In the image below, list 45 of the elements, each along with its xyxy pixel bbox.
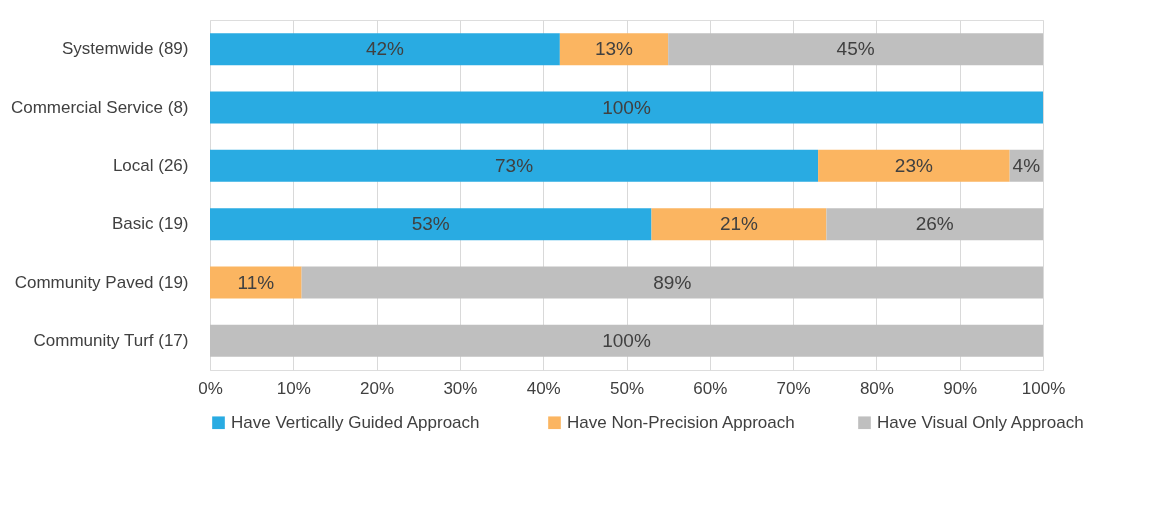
bar bbox=[210, 208, 652, 241]
x-tick-label: 10% bbox=[276, 378, 311, 398]
data-label: 45% bbox=[836, 38, 875, 60]
y-tick-label: Systemwide (89) bbox=[61, 39, 189, 59]
x-tick-label: 70% bbox=[776, 378, 811, 398]
bar bbox=[651, 208, 827, 241]
bar bbox=[210, 91, 1043, 124]
x-tick-label: 0% bbox=[198, 378, 223, 398]
data-label: 23% bbox=[894, 154, 933, 176]
data-label: 26% bbox=[915, 213, 954, 235]
y-tick-label: Community Turf (17) bbox=[33, 330, 189, 350]
x-tick-label: 100% bbox=[1021, 378, 1066, 398]
legend-label: Have Visual Only Approach bbox=[877, 412, 1084, 432]
legend-label: Have Non-Precision Approach bbox=[567, 412, 795, 432]
y-tick-label: Basic (19) bbox=[111, 214, 189, 234]
x-tick-label: 40% bbox=[526, 378, 561, 398]
bar bbox=[210, 324, 1043, 357]
data-label: 21% bbox=[719, 213, 759, 235]
bar bbox=[559, 33, 669, 66]
bar bbox=[210, 266, 302, 299]
x-tick-label: 20% bbox=[360, 378, 395, 398]
x-tick-label: 60% bbox=[693, 378, 728, 398]
bar bbox=[301, 266, 1043, 299]
bar bbox=[826, 208, 1043, 241]
x-tick-label: 90% bbox=[943, 378, 978, 398]
data-label: 100% bbox=[602, 329, 651, 351]
legend-label: Have Vertically Guided Approach bbox=[231, 412, 480, 432]
y-tick-label: Community Paved (19) bbox=[14, 272, 189, 292]
x-tick-label: 30% bbox=[443, 378, 478, 398]
bar bbox=[210, 149, 819, 182]
data-label: 100% bbox=[602, 96, 651, 118]
x-tick-label: 80% bbox=[859, 378, 894, 398]
y-tick-label: Commercial Service (8) bbox=[10, 97, 189, 117]
bar bbox=[668, 33, 1043, 66]
bar bbox=[818, 149, 1010, 182]
data-label: 53% bbox=[411, 213, 450, 235]
data-label: 13% bbox=[594, 38, 634, 60]
bar bbox=[210, 33, 560, 66]
data-label: 42% bbox=[365, 38, 405, 60]
y-tick-label: Local (26) bbox=[112, 155, 189, 175]
data-label: 73% bbox=[495, 154, 534, 176]
data-label: 11% bbox=[237, 271, 275, 293]
data-label: 89% bbox=[653, 271, 692, 293]
x-tick-label: 50% bbox=[609, 378, 645, 398]
data-label: 4% bbox=[1012, 154, 1041, 176]
